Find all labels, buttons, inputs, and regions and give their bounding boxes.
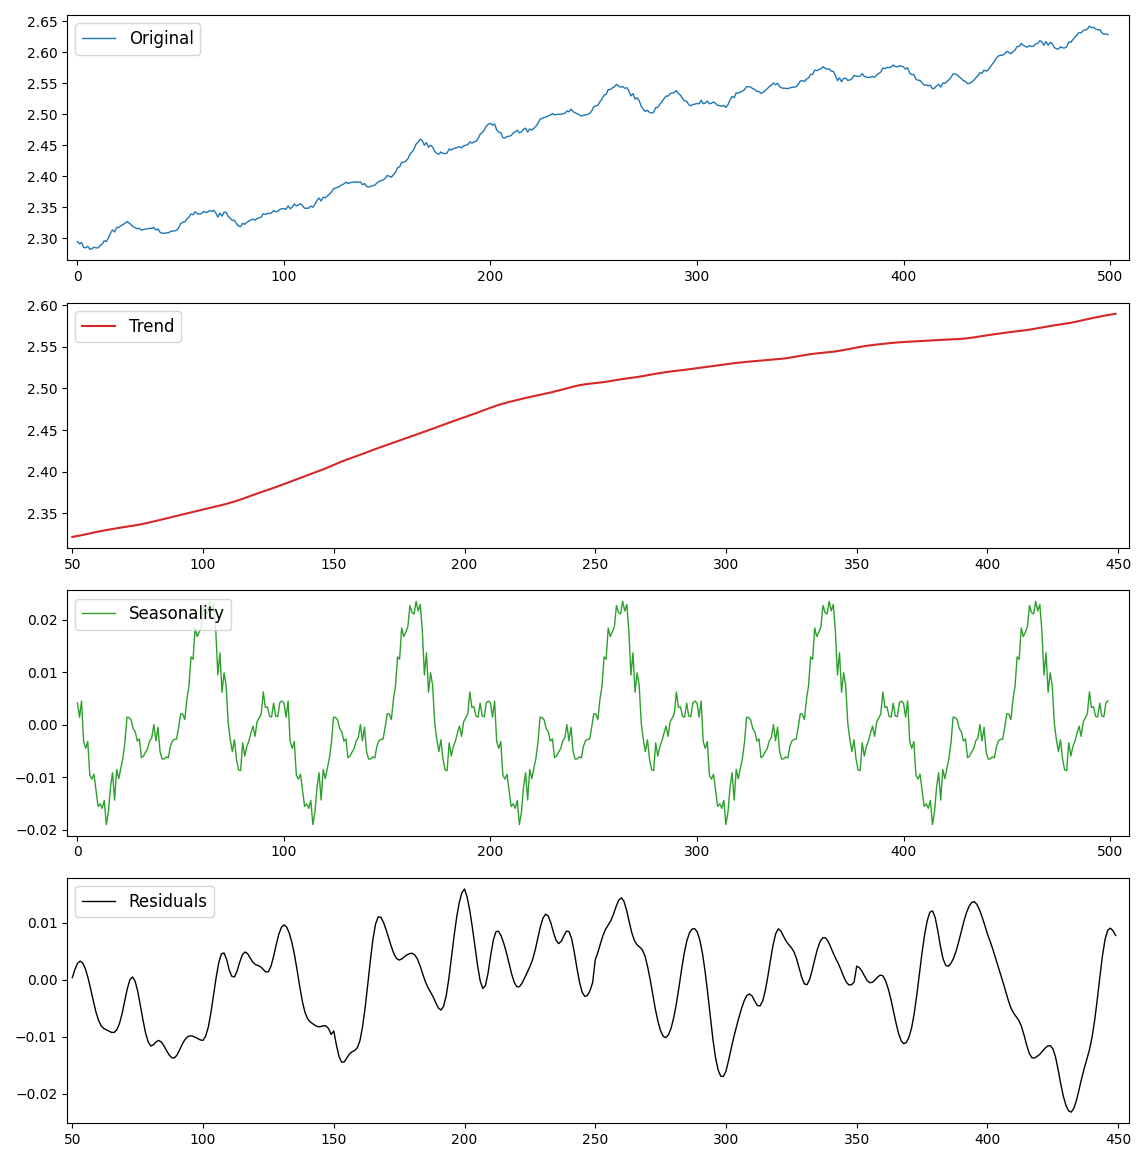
Original — [1078, 23, 1092, 37]
Residuals — [1004, 1002, 1018, 1016]
Seasonality — [1080, 706, 1094, 720]
Seasonality — [70, 696, 84, 710]
Legend: Original: Original — [76, 23, 200, 55]
Seasonality — [920, 797, 933, 811]
Trend — [554, 382, 568, 396]
Seasonality — [633, 679, 646, 693]
Original — [568, 106, 582, 120]
Seasonality — [571, 752, 584, 766]
Trend — [563, 381, 576, 395]
Residuals — [554, 934, 568, 948]
Original — [70, 235, 84, 249]
Original — [917, 78, 931, 92]
Trend — [712, 358, 726, 372]
Original — [630, 91, 644, 105]
Line: Seasonality: Seasonality — [77, 602, 1108, 825]
Seasonality — [203, 595, 217, 609]
Legend: Residuals: Residuals — [76, 887, 215, 918]
Legend: Trend: Trend — [76, 311, 181, 343]
Seasonality — [688, 694, 701, 708]
Residuals — [641, 960, 654, 974]
Seasonality — [100, 818, 114, 832]
Seasonality — [1101, 694, 1115, 708]
Original — [1101, 28, 1115, 42]
Original — [563, 105, 576, 119]
Residuals — [563, 925, 576, 939]
Trend — [641, 368, 654, 382]
Original — [1083, 20, 1096, 34]
Original — [687, 98, 700, 112]
Legend: Seasonality: Seasonality — [76, 598, 232, 630]
Residuals — [712, 1063, 726, 1077]
Seasonality — [564, 720, 577, 734]
Original — [83, 243, 96, 257]
Line: Original: Original — [77, 27, 1108, 250]
Trend — [1004, 325, 1018, 339]
Line: Residuals: Residuals — [72, 889, 1116, 1112]
Line: Trend: Trend — [72, 314, 1116, 537]
